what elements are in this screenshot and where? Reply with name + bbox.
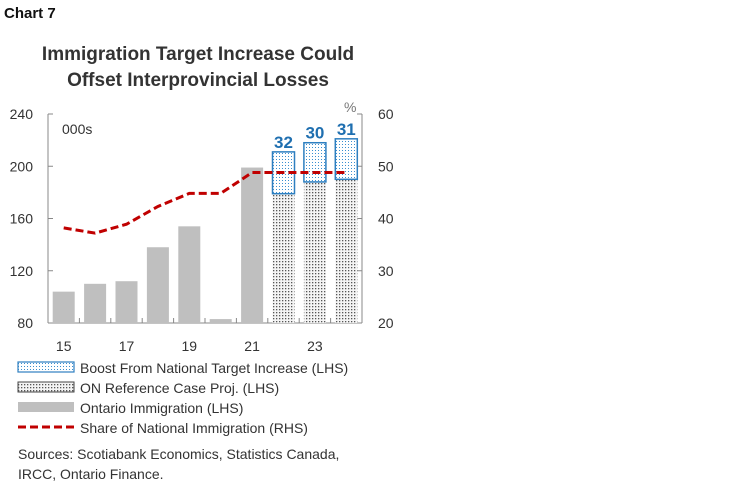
bar-target-boost bbox=[303, 141, 327, 183]
right-axis-tick-label: 50 bbox=[378, 158, 394, 174]
bar-ontario-immigration bbox=[241, 167, 264, 323]
sources-line-1: Sources: Scotiabank Economics, Statistic… bbox=[18, 446, 340, 462]
chart-label: Chart 7 bbox=[4, 5, 56, 22]
legend-label-boost: Boost From National Target Increase (LHS… bbox=[80, 360, 348, 376]
x-axis-tick-label: 15 bbox=[56, 338, 72, 354]
chart-title-line-2: Offset Interprovincial Losses bbox=[67, 70, 329, 91]
x-axis-tick-label: 23 bbox=[307, 338, 323, 354]
bar-ontario-immigration bbox=[209, 319, 232, 323]
sources-line-2: IRCC, Ontario Finance. bbox=[18, 466, 164, 482]
bar-reference-case-projection bbox=[335, 179, 358, 323]
legend-label-share: Share of National Immigration (RHS) bbox=[80, 420, 308, 436]
x-axis-tick-label: 17 bbox=[119, 338, 135, 354]
chart-title-line-1: Immigration Target Increase Could bbox=[41, 44, 355, 65]
left-axis-unit-label: 000s bbox=[62, 121, 92, 137]
x-axis-tick-label: 19 bbox=[182, 338, 198, 354]
bar-reference-case-projection bbox=[272, 193, 295, 323]
x-axis-tick-label: 21 bbox=[244, 338, 260, 354]
left-axis-tick-label: 120 bbox=[10, 263, 34, 279]
right-axis-tick-label: 40 bbox=[378, 211, 394, 227]
legend-swatch-ontario bbox=[18, 402, 74, 412]
legend-label-projection: ON Reference Case Proj. (LHS) bbox=[80, 380, 279, 396]
bar-data-label: 30 bbox=[305, 124, 324, 143]
right-axis-tick-label: 60 bbox=[378, 106, 394, 122]
bar-data-label: 31 bbox=[337, 120, 356, 139]
bar-target-boost bbox=[334, 138, 359, 181]
bar-ontario-immigration bbox=[84, 283, 107, 323]
right-axis-tick-label: 20 bbox=[378, 315, 394, 331]
legend-label-ontario: Ontario Immigration (LHS) bbox=[80, 400, 243, 416]
sources-note: Sources: Scotiabank Economics, Statistic… bbox=[18, 444, 339, 484]
right-axis-tick-label: 30 bbox=[378, 263, 394, 279]
left-axis-tick-label: 80 bbox=[17, 315, 33, 331]
left-axis-tick-label: 240 bbox=[10, 106, 34, 122]
share-national-immigration-line bbox=[63, 171, 347, 235]
legend-swatch-projection bbox=[17, 381, 75, 393]
bar-ontario-immigration bbox=[52, 291, 75, 323]
legend-swatch-boost bbox=[17, 361, 75, 373]
left-axis-tick-label: 200 bbox=[10, 158, 34, 174]
bar-reference-case-projection bbox=[303, 181, 326, 323]
bar-ontario-immigration bbox=[115, 281, 138, 323]
bar-ontario-immigration bbox=[146, 247, 169, 323]
left-axis-tick-label: 160 bbox=[10, 211, 34, 227]
bar-data-label: 32 bbox=[274, 133, 293, 152]
bar-ontario-immigration bbox=[178, 226, 201, 323]
right-axis-unit-label: % bbox=[344, 99, 356, 115]
